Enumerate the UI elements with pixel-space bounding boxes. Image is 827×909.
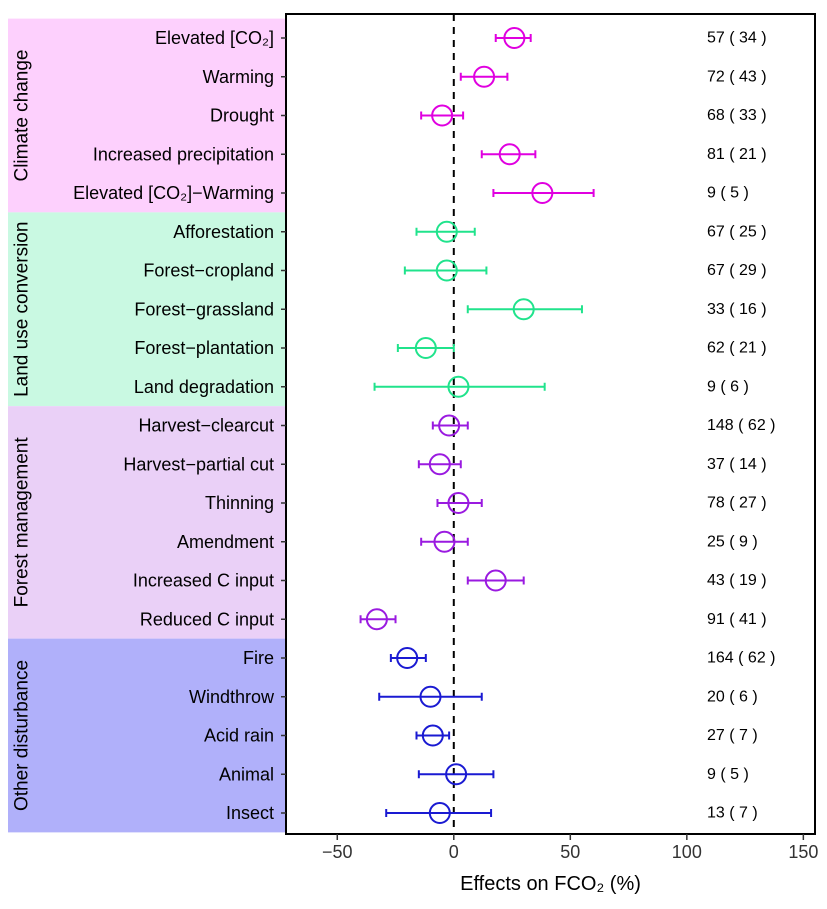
mean-point bbox=[484, 569, 507, 592]
mean-point bbox=[433, 530, 456, 553]
row-label: Windthrow bbox=[189, 687, 275, 707]
mean-point bbox=[447, 375, 470, 398]
x-tick-label: 0 bbox=[449, 842, 459, 862]
group-band bbox=[8, 406, 286, 639]
row-label: Increased C input bbox=[133, 571, 274, 591]
sample-count-label: 72 ( 43 ) bbox=[707, 68, 767, 85]
mean-point bbox=[419, 685, 442, 708]
mean-point bbox=[438, 414, 461, 437]
x-tick-label: 100 bbox=[672, 842, 702, 862]
group-band bbox=[8, 18, 286, 213]
row-label: Drought bbox=[210, 106, 274, 126]
mean-point bbox=[428, 453, 451, 476]
sample-count-label: 9 ( 6 ) bbox=[707, 378, 749, 395]
mean-point bbox=[431, 104, 454, 127]
sample-count-label: 164 ( 62 ) bbox=[707, 650, 775, 667]
mean-point bbox=[531, 182, 554, 204]
row-label: Forest−plantation bbox=[134, 338, 274, 358]
sample-count-label: 67 ( 25 ) bbox=[707, 223, 767, 240]
mean-point bbox=[435, 220, 458, 243]
mean-point bbox=[503, 27, 526, 49]
sample-count-label: 43 ( 19 ) bbox=[707, 572, 767, 589]
row-label: Reduced C input bbox=[140, 609, 274, 629]
mean-point bbox=[421, 724, 444, 747]
sample-count-label: 78 ( 27 ) bbox=[707, 495, 767, 512]
sample-count-label: 9 ( 5 ) bbox=[707, 185, 749, 202]
row-label: Fire bbox=[243, 648, 274, 668]
row-label: Afforestation bbox=[173, 222, 274, 242]
mean-point bbox=[435, 259, 458, 282]
row-label: Harvest−partial cut bbox=[123, 454, 274, 474]
row-label: Amendment bbox=[177, 532, 274, 552]
sample-count-label: 62 ( 21 ) bbox=[707, 340, 767, 357]
row-label: Thinning bbox=[205, 493, 274, 513]
sample-count-label: 67 ( 29 ) bbox=[707, 262, 767, 279]
row-label: Harvest−clearcut bbox=[138, 416, 274, 436]
mean-point bbox=[396, 647, 419, 669]
mean-point bbox=[498, 143, 521, 166]
sample-count-label: 9 ( 5 ) bbox=[707, 766, 749, 783]
sample-count-label: 81 ( 21 ) bbox=[707, 146, 767, 163]
sample-count-label: 37 ( 14 ) bbox=[707, 456, 767, 473]
mean-point bbox=[414, 337, 437, 359]
x-axis-title: Effects on FCO₂ (%) bbox=[460, 873, 641, 895]
plot-panel bbox=[285, 13, 816, 835]
mean-point bbox=[365, 608, 388, 631]
mean-point bbox=[473, 65, 496, 88]
sample-count-label: 13 ( 7 ) bbox=[707, 805, 758, 822]
row-label: Elevated [CO₂]−Warming bbox=[73, 183, 274, 203]
x-tick-label: 150 bbox=[788, 842, 818, 862]
sample-count-label: 27 ( 7 ) bbox=[707, 727, 758, 744]
group-band bbox=[8, 212, 286, 407]
x-tick-label: −50 bbox=[322, 842, 353, 862]
group-label: Forest management bbox=[12, 437, 33, 608]
sample-count-label: 91 ( 41 ) bbox=[707, 611, 767, 628]
mean-point bbox=[428, 802, 451, 824]
row-label: Insect bbox=[226, 803, 274, 823]
mean-point bbox=[447, 492, 470, 514]
group-label: Climate change bbox=[12, 49, 33, 181]
sample-count-label: 33 ( 16 ) bbox=[707, 301, 767, 318]
row-label: Forest−grassland bbox=[134, 299, 274, 319]
row-label: Increased precipitation bbox=[93, 144, 274, 164]
x-tick-label: 50 bbox=[560, 842, 580, 862]
group-label: Land use conversion bbox=[12, 222, 33, 397]
group-label: Other disturbance bbox=[12, 660, 33, 811]
row-label: Warming bbox=[203, 67, 274, 87]
sample-count-label: 20 ( 6 ) bbox=[707, 688, 758, 705]
sample-count-label: 25 ( 9 ) bbox=[707, 533, 758, 550]
sample-count-label: 148 ( 62 ) bbox=[707, 417, 775, 434]
row-label: Animal bbox=[219, 764, 274, 784]
row-label: Acid rain bbox=[204, 726, 274, 746]
row-label: Forest−cropland bbox=[143, 261, 274, 281]
group-band bbox=[8, 638, 286, 833]
sample-count-label: 68 ( 33 ) bbox=[707, 107, 767, 124]
row-label: Land degradation bbox=[134, 377, 274, 397]
mean-point bbox=[512, 298, 535, 321]
mean-point bbox=[445, 763, 468, 786]
sample-count-label: 57 ( 34 ) bbox=[707, 30, 767, 47]
row-label: Elevated [CO₂] bbox=[155, 28, 274, 48]
